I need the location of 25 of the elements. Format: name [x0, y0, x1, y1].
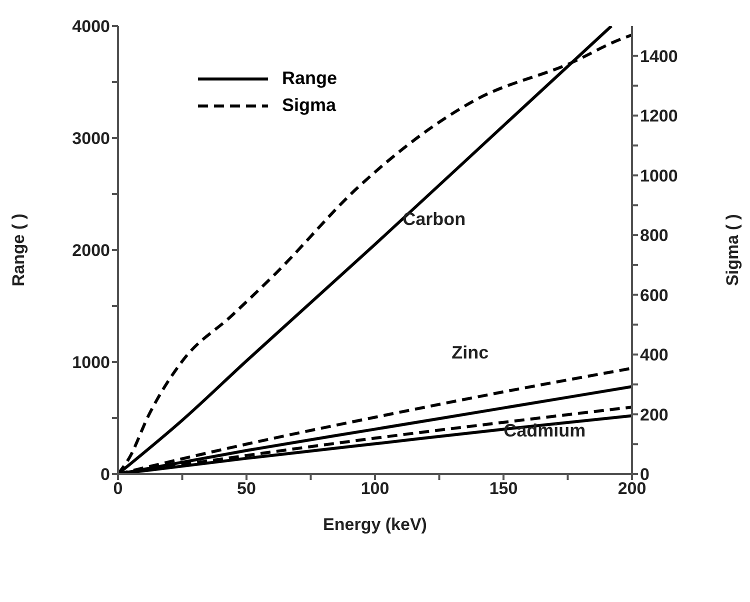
y2-tick-label: 1000: [640, 166, 678, 186]
y2-tick-label: 400: [640, 346, 668, 365]
y2-tick-label: 1400: [640, 46, 678, 66]
x-tick-label: 200: [618, 479, 646, 498]
legend-label: Sigma: [282, 95, 336, 116]
y2-tick-label: 200: [640, 405, 668, 424]
annotation: Zinc: [452, 342, 489, 362]
y-tick-label: 3000: [72, 129, 110, 148]
annotation: Cadmium: [504, 420, 586, 441]
x-tick-label: 50: [237, 479, 256, 498]
x-tick-label: 150: [489, 479, 518, 498]
y-tick-label: 1000: [72, 353, 110, 372]
annotation: Carbon: [402, 209, 466, 230]
x-axis-title: Energy (keV): [323, 515, 427, 534]
y-tick-label: 0: [100, 465, 110, 484]
y2-tick-label: 600: [640, 286, 668, 305]
y-tick-label: 2000: [72, 241, 110, 260]
y-axis-title: Range ( ): [9, 214, 28, 286]
x-tick-label: 0: [113, 479, 123, 498]
x-tick-label: 100: [360, 479, 390, 498]
y2-tick-label: 800: [640, 226, 668, 246]
legend-label: Range: [282, 68, 338, 89]
y2-axis-title: Sigma ( ): [723, 214, 742, 286]
y2-tick-label: 1200: [640, 106, 678, 126]
y-tick-label: 4000: [72, 17, 110, 36]
